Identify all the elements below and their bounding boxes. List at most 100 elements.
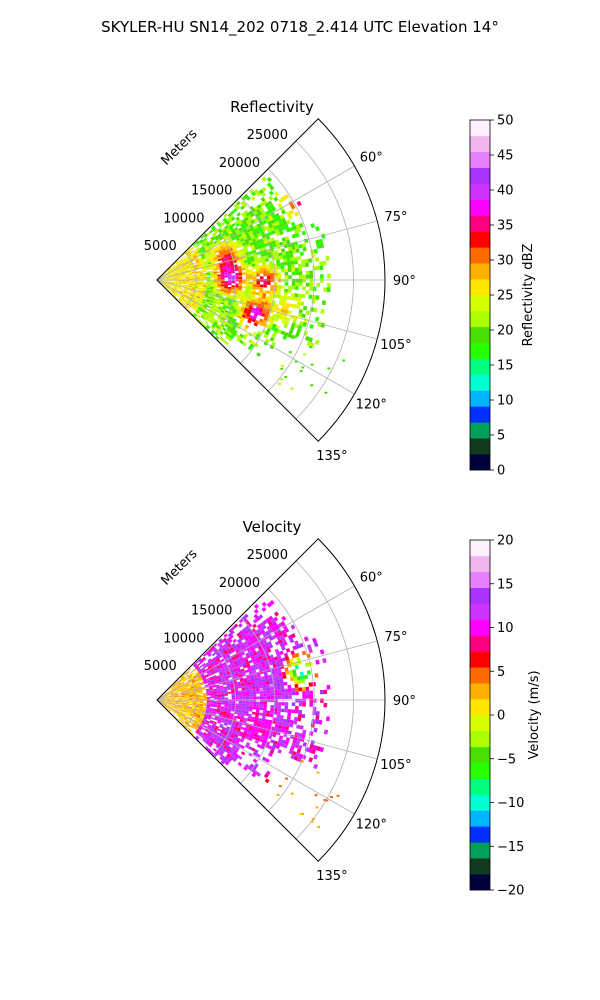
echo-cell — [281, 671, 286, 676]
echo-cell — [174, 711, 179, 715]
echo-cell — [188, 680, 192, 684]
echo-cell — [177, 285, 182, 288]
echo-cell — [235, 697, 239, 700]
echo-cell — [196, 715, 201, 718]
echo-cell — [182, 292, 186, 296]
echo-cell — [280, 708, 285, 713]
echo-cell — [234, 252, 239, 257]
echo-cell — [179, 687, 184, 690]
echo-cell — [199, 692, 203, 695]
echo-cell — [195, 272, 200, 275]
echo-cell — [283, 743, 288, 749]
echo-cell — [270, 739, 275, 744]
echo-cell — [249, 271, 253, 275]
echo-cell — [276, 679, 281, 684]
echo-cell — [259, 696, 264, 700]
echo-cell — [234, 692, 239, 696]
echo-cell — [209, 267, 213, 270]
echo-cell — [222, 262, 227, 266]
echo-cell — [284, 691, 289, 696]
echo-cell — [206, 703, 211, 706]
echo-cell — [254, 666, 259, 670]
echo-cell — [211, 305, 216, 309]
echo-cell — [301, 293, 306, 299]
echo-cell — [274, 673, 279, 677]
echo-cell — [181, 282, 186, 284]
echo-cell — [256, 281, 260, 285]
echo-cell — [244, 625, 250, 631]
echo-cell — [258, 206, 264, 212]
echo-cell — [289, 677, 295, 682]
echo-cell — [164, 280, 168, 282]
echo-cell — [167, 703, 171, 706]
echo-cell — [211, 262, 216, 265]
echo-cell — [170, 692, 174, 695]
echo-cell — [202, 733, 207, 737]
echo-cell — [307, 747, 313, 754]
echo-cell — [213, 691, 218, 694]
echo-cell — [213, 708, 217, 711]
echo-cell — [182, 685, 186, 688]
echo-cell — [226, 265, 231, 269]
echo-cell — [216, 302, 221, 306]
echo-cell — [270, 278, 275, 283]
echo-cell — [246, 311, 252, 315]
echo-cell — [313, 698, 317, 703]
echo-cell — [196, 703, 200, 706]
echo-cell — [254, 297, 259, 301]
echo-cell — [219, 263, 224, 267]
echo-cell — [175, 686, 179, 690]
echo-cell — [298, 687, 303, 692]
echo-cell — [251, 649, 256, 654]
echo-cell — [291, 245, 296, 251]
echo-cell — [182, 701, 186, 703]
echo-cell — [206, 231, 211, 236]
echo-cell — [270, 219, 276, 224]
echo-cell — [235, 229, 240, 234]
echo-cell — [191, 271, 196, 274]
echo-cell — [265, 713, 270, 717]
echo-cell — [238, 272, 243, 276]
echo-cell — [262, 684, 267, 688]
echo-cell — [294, 687, 299, 692]
echo-cell — [256, 743, 262, 749]
echo-cell — [230, 734, 235, 739]
echo-cell — [240, 736, 245, 741]
echo-cell — [188, 295, 193, 299]
echo-cell — [206, 271, 210, 274]
echo-cell — [243, 247, 248, 251]
echo-cell — [213, 285, 218, 288]
echo-cell — [162, 284, 166, 287]
echo-speck — [290, 792, 294, 795]
echo-cell — [194, 687, 199, 690]
echo-cell — [186, 711, 191, 714]
echo-cell — [169, 286, 174, 289]
echo-cell — [209, 661, 214, 665]
echo-cell — [213, 668, 218, 672]
echo-cell — [202, 285, 207, 288]
echo-cell — [235, 205, 241, 211]
echo-cell — [224, 704, 228, 707]
echo-cell — [256, 624, 262, 629]
echo-cell — [223, 213, 228, 218]
echo-cell — [207, 312, 212, 316]
echo-cell — [163, 275, 168, 278]
echo-speck — [280, 378, 284, 381]
echo-cell — [181, 682, 185, 686]
echo-cell — [263, 736, 268, 742]
echo-cell — [226, 681, 230, 685]
echo-cell — [163, 282, 168, 285]
echo-cell — [188, 674, 193, 678]
echo-cell — [234, 314, 239, 318]
echo-cell — [217, 256, 222, 260]
colorbar-band — [470, 540, 490, 557]
echo-cell — [196, 728, 201, 733]
echo-cell — [170, 693, 175, 696]
echo-cell — [287, 214, 293, 220]
echo-cell — [284, 282, 289, 286]
echo-cell — [199, 698, 204, 700]
echo-cell — [231, 320, 236, 324]
echo-cell — [219, 712, 224, 716]
echo-cell — [273, 196, 279, 202]
echo-cell — [247, 713, 252, 717]
